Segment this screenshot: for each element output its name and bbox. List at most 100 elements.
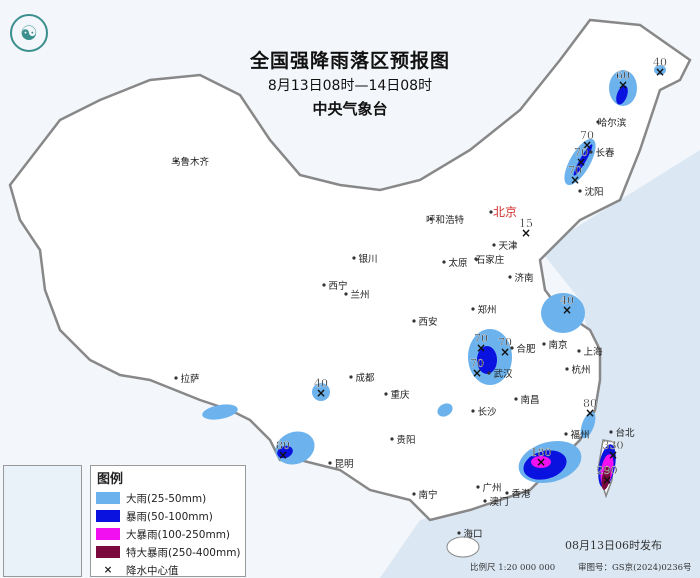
city-label: 澳门: [489, 496, 508, 508]
legend-title: 图例: [97, 472, 124, 487]
city-label: 呼和浩特: [426, 214, 465, 226]
city-label: 广州: [482, 482, 501, 494]
city-dot: [349, 375, 353, 379]
rain-area: [312, 383, 330, 401]
rain-center-value: 40: [653, 56, 667, 69]
x-mark-icon: ×: [500, 345, 510, 359]
rain-center-value: 70: [580, 129, 594, 142]
city-dot: [596, 120, 600, 124]
city-dot: [471, 307, 475, 311]
city-dot: [412, 492, 416, 496]
city-label: 昆明: [334, 459, 353, 470]
rain-center-value: 70: [568, 164, 582, 177]
rain-area: [437, 403, 453, 417]
city-dot: [352, 256, 356, 260]
rain-center-value: 40: [314, 377, 328, 390]
rain-area: [202, 404, 238, 420]
rain-area: [616, 85, 628, 105]
x-mark-icon: ×: [472, 366, 482, 380]
city-dot: [322, 283, 326, 287]
x-mark-icon: ×: [602, 473, 612, 487]
rain-area: [573, 144, 593, 176]
rain-area: [531, 456, 551, 468]
rain-area: [654, 65, 666, 75]
city-label: 兰州: [350, 289, 369, 301]
x-mark-icon: ×: [562, 303, 572, 317]
city-dot: [429, 217, 433, 221]
city-label: 南京: [548, 339, 567, 351]
city-label: 南宁: [418, 489, 437, 501]
city-label: 福州: [570, 429, 589, 441]
rain-center-value: 70: [574, 146, 588, 159]
rain-center-value: 80: [276, 439, 290, 452]
x-mark-icon: ×: [618, 78, 628, 92]
rain-area: [277, 445, 293, 459]
rain-area: [477, 346, 497, 374]
city-label: 银川: [358, 253, 377, 265]
legend-item-heavy-rain: 大雨(25-50mm): [96, 489, 245, 507]
city-label: 北京: [493, 205, 517, 219]
city-dot: [476, 485, 480, 489]
city-label: 乌鲁木齐: [171, 156, 210, 168]
city-label: 天津: [498, 241, 518, 252]
city-label: 济南: [514, 272, 533, 284]
city-dot: [483, 499, 487, 503]
city-label: 武汉: [493, 368, 513, 380]
city-label: 香港: [511, 488, 531, 500]
rain-center-value: 70: [470, 357, 484, 370]
city-label: 太原: [448, 257, 467, 269]
city-dot: [457, 531, 461, 535]
x-mark-icon: ×: [576, 155, 586, 169]
city-label: 海口: [463, 528, 482, 540]
x-mark-icon: ×: [278, 448, 288, 462]
city-label: 长沙: [477, 406, 497, 418]
city-label: 成都: [355, 372, 375, 384]
rain-center-value: 80: [583, 397, 597, 410]
city-dot: [542, 342, 546, 346]
rain-centers: ×40×60×70×70×70×15×40×70×70×70×40×80×80×…: [276, 56, 667, 487]
x-mark-icon: ×: [521, 226, 531, 240]
rain-areas: [202, 65, 666, 490]
city-label: 杭州: [571, 364, 590, 376]
city-dot: [505, 491, 509, 495]
agency: 中央气象台: [312, 100, 388, 118]
city-label: 贵阳: [396, 434, 415, 446]
city-dot: [492, 243, 496, 247]
rain-center-value: 70: [474, 332, 488, 345]
publish-time: 08月13日06时发布: [565, 539, 662, 552]
rain-area: [580, 411, 596, 439]
legend-item-heavy-rainstorm: 大暴雨(100-250mm): [96, 525, 245, 543]
rain-center-value: 70: [498, 336, 512, 349]
legend-item-rainstorm: 暴雨(50-100mm): [96, 507, 245, 525]
city-dot: [442, 260, 446, 264]
city-dot: [489, 210, 493, 214]
legend-item-extreme-rainstorm: 特大暴雨(250-400mm): [96, 543, 245, 561]
x-mark-icon: ×: [608, 448, 618, 462]
hainan: [446, 536, 480, 558]
city-label: 台北: [615, 427, 635, 439]
x-mark-icon: ×: [536, 455, 546, 469]
x-mark-icon: ×: [316, 386, 326, 400]
city-dot: [390, 437, 394, 441]
city-label: 长春: [595, 147, 615, 159]
city-label: 西宁: [328, 280, 347, 292]
x-mark-icon: ×: [585, 406, 595, 420]
city-dot: [344, 292, 348, 296]
x-mark-icon: ×: [103, 564, 113, 576]
city-dot: [384, 392, 388, 396]
city-label: 合肥: [516, 343, 536, 355]
city-label: 石家庄: [476, 254, 505, 266]
cma-logo: ☯: [10, 14, 48, 52]
review-number: 审图号：GS京(2024)0236号: [578, 563, 692, 573]
legend-item-center: × 降水中心值: [96, 561, 245, 578]
city-label: 西安: [418, 316, 437, 328]
city-dot: [609, 430, 613, 434]
city-dot: [328, 461, 332, 465]
rain-center-value: 180: [531, 446, 552, 459]
city-dot: [589, 150, 593, 154]
rain-center-value: 60: [616, 69, 630, 82]
city-label: 哈尔滨: [598, 117, 627, 129]
city-dot: [487, 371, 491, 375]
